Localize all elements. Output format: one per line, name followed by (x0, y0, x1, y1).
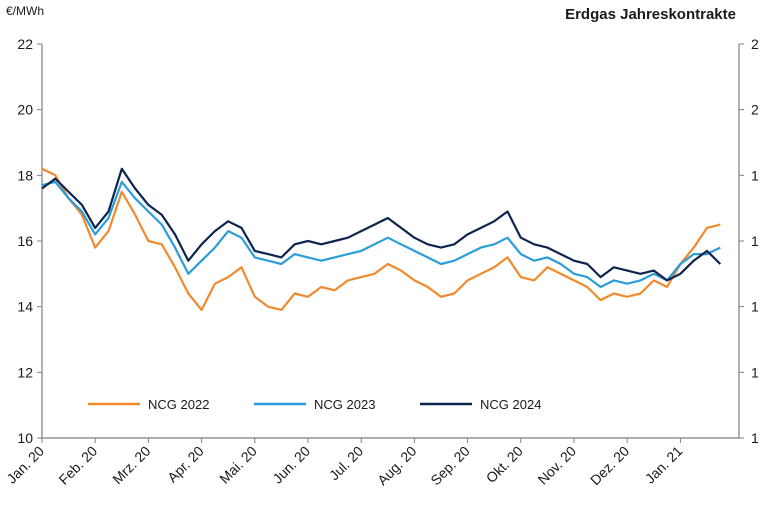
x-tick-label: Apr. 20 (164, 443, 207, 486)
y-right-tick-label: 1 (751, 430, 759, 446)
series-layer (41, 167, 722, 311)
legend-label: NCG 2022 (148, 397, 209, 412)
y-right-tick-label: 1 (751, 364, 759, 380)
y-tick-label: 12 (17, 364, 33, 380)
series-line-1 (41, 167, 721, 311)
y-tick-label: 16 (17, 233, 33, 249)
x-tick-label: Okt. 20 (483, 443, 526, 486)
y-right-tick-label: 1 (751, 167, 759, 183)
x-tick-label: Aug. 20 (374, 443, 420, 489)
legend-label: NCG 2023 (314, 397, 375, 412)
x-tick-label: Sep. 20 (427, 443, 473, 489)
series-line-2 (41, 180, 721, 289)
y-tick-label: 18 (17, 167, 33, 183)
x-tick-label: Feb. 20 (55, 443, 100, 488)
y-tick-label: 22 (17, 36, 33, 52)
x-tick-label: Jun. 20 (269, 443, 313, 487)
series-line-3 (41, 167, 722, 282)
y-right-tick-label: 2 (751, 36, 759, 52)
chart-title: Erdgas Jahreskontrakte (565, 6, 736, 23)
chart-axes (41, 44, 740, 439)
x-axis-ticks: Jan. 20 Feb. 20 Mrz. 20 Apr. 20 Mai. 20 Jun. … (3, 438, 686, 489)
y-tick-label: 10 (17, 430, 33, 446)
legend: NCG 2022 NCG 2023 NCG 2024 (88, 397, 541, 412)
x-tick-label: Mai. 20 (216, 443, 260, 487)
x-tick-label: Dez. 20 (587, 443, 633, 489)
x-tick-label: Mrz. 20 (109, 443, 153, 487)
y-right-tick-label: 2 (751, 102, 759, 118)
x-tick-label: Jul. 20 (326, 443, 367, 484)
y-axis-left-ticks: 10 12 14 16 18 20 22 (17, 36, 42, 446)
x-tick-label: Nov. 20 (534, 443, 579, 488)
y-axis-unit-label: €/MWh (6, 4, 45, 18)
x-tick-label: Jan. 20 (3, 443, 47, 487)
y-tick-label: 20 (17, 102, 33, 118)
x-tick-label: Jan. 21 (642, 443, 686, 487)
y-right-tick-label: 1 (751, 299, 759, 315)
y-right-tick-label: 1 (751, 233, 759, 249)
y-tick-label: 14 (17, 299, 33, 315)
y-axis-right-ticks: 1 1 1 1 1 2 2 (739, 36, 759, 446)
legend-label: NCG 2024 (480, 397, 541, 412)
